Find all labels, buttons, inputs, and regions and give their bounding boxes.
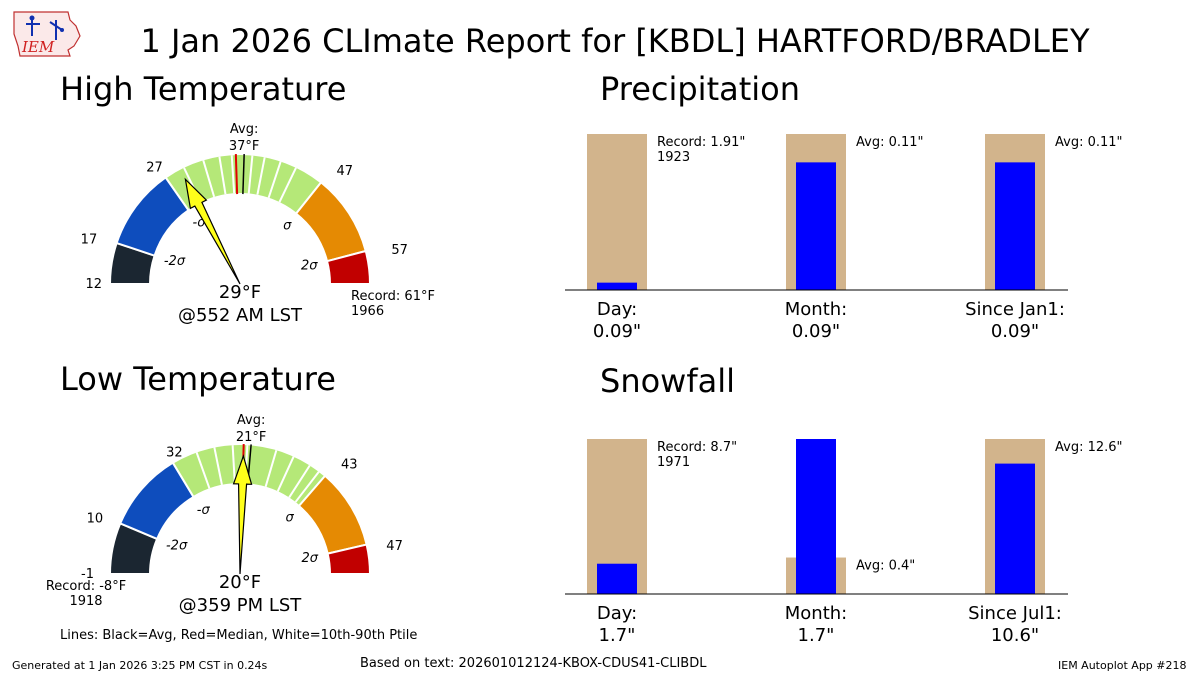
precip-title: Precipitation [600,70,801,108]
bar-1-value-label-1: 1.7" [798,625,835,646]
gauge-1-sigma-label: 2σ [302,551,319,566]
gauge-0-avg-label: Avg: [230,122,258,137]
gauge-0-record-label: Record: 61°F [351,289,435,304]
bar-1-annotation-0: Record: 8.7" [657,440,737,455]
gauge-0-sigma-label: 2σ [301,259,318,274]
page-title: 1 Jan 2026 CLImate Report for [KBDL] HAR… [140,22,1090,60]
gauge-0-tick-label: 12 [85,277,102,292]
bar-1-annotation-1: Avg: 0.4" [856,559,915,574]
svg-text:IEM: IEM [21,38,55,56]
gauge-1-ptile-line [213,447,223,486]
bar-1-annotation-sub-0: 1971 [657,455,690,470]
bar-0-reference-0 [587,134,647,290]
bar-1-value-label-2: 10.6" [991,625,1039,646]
gauge-1-tick-label: 32 [166,445,183,460]
bar-0-annotation-0: Record: 1.91" [657,135,745,150]
gauge-0-tick-label: 17 [81,232,98,247]
gauge-1-value: 20°F [219,572,261,593]
gauge-0-median-line [234,154,239,195]
gauge-0-needle [184,177,241,285]
gauge-1-ptile-line [195,452,211,489]
bar-1-value-1 [796,439,836,594]
gauge-0-tick-label: 27 [146,161,163,176]
bar-0-value-label-0: 0.09" [593,321,641,342]
gauge-0-tick-label: 57 [391,243,408,258]
bar-1-category-2: Since Jul1: [968,603,1062,624]
gauge-0-record-year: 1966 [351,304,384,319]
gauge-0-ptile-line [267,161,282,198]
bar-0-annotation-1: Avg: 0.11" [856,135,924,150]
gauge-0-ptile-line [218,156,227,195]
bar-1-category-1: Month: [785,603,847,624]
source-note: Based on text: 202601012124-KBOX-CDUS41-… [360,656,707,671]
gauge-1-sigma-label: σ [286,511,295,526]
gauge-0-sigma-label: σ [283,219,292,234]
bar-0-value-0 [597,282,637,290]
gauge-1-ptile-line [288,464,311,498]
gauge-0-value: 29°F [219,282,261,303]
bar-1-value-label-0: 1.7" [599,625,636,646]
gauge-1-tick-label: -1 [81,567,94,582]
bar-1-value-2 [995,463,1035,594]
high-temp-title: High Temperature [60,70,347,108]
bar-0-value-label-2: 0.09" [991,321,1039,342]
gauge-0-ptile-line [247,155,254,194]
gauge-1-band-4 [326,543,372,575]
gauge-0-avg-line [242,154,245,195]
gauge-1-tick-label: 10 [87,512,104,527]
gauge-1-record-label: Record: -8°F [46,579,126,594]
bar-0-category-1: Month: [785,299,847,320]
bar-0-value-label-1: 0.09" [792,321,840,342]
gauge-0-ptile-line [278,167,297,203]
gauge-1-tick-label: 43 [341,458,358,473]
generated-note: Generated at 1 Jan 2026 3:25 PM CST in 0… [12,659,268,672]
gauge-0-ptile-line [202,160,216,198]
gauge-0-avg-value: 37°F [229,139,260,154]
gauge-1-record-year: 1918 [69,594,102,609]
gauge-1-tick-label: 47 [386,539,403,554]
gauge-1-needle [232,454,253,575]
bar-1-value-0 [597,563,637,594]
gauge-1-time: @359 PM LST [179,595,303,616]
gauge-1-ptile-line [264,449,278,487]
gauge-1-ptile-line [294,471,320,503]
gauge-0-band-4 [325,249,372,285]
gauge-1-sigma-label: -2σ [166,538,188,553]
gauge-1-sigma-label: -σ [197,503,211,518]
gauge-1-ptile-line [231,445,236,484]
gauge-0-time: @552 AM LST [178,305,303,326]
gauge-1-ptile-line [276,456,295,492]
gauge-0-ptile-line [256,157,266,195]
gauge-0-ptile-line [230,155,236,194]
gauge-0-sigma-label: -2σ [164,254,186,269]
lines-note: Lines: Black=Avg, Red=Median, White=10th… [60,628,418,643]
low-temp-title: Low Temperature [60,360,336,398]
bar-0-category-0: Day: [597,299,637,320]
gauge-0-tick-label: 47 [337,164,354,179]
bar-1-category-0: Day: [597,603,637,624]
iem-logo: IEM [13,11,81,57]
snow-title: Snowfall [600,362,735,400]
bar-0-value-2 [995,162,1035,290]
gauge-1-avg-value: 21°F [236,430,267,445]
bar-0-annotation-sub-0: 1923 [657,150,690,165]
gauge-1-avg-label: Avg: [237,413,265,428]
bar-0-value-1 [796,162,836,290]
bar-1-annotation-2: Avg: 12.6" [1055,440,1123,455]
app-note: IEM Autoplot App #218 [1058,659,1187,672]
bar-0-category-2: Since Jan1: [965,299,1065,320]
bar-0-annotation-2: Avg: 0.11" [1055,135,1123,150]
